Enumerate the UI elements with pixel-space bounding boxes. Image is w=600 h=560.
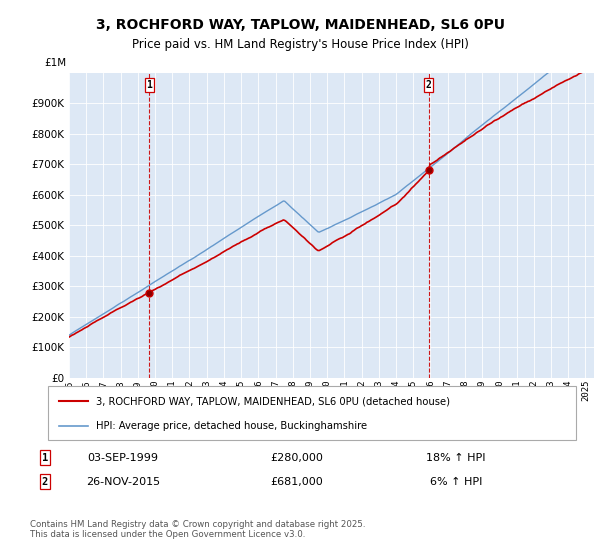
Text: 18% ↑ HPI: 18% ↑ HPI: [426, 452, 486, 463]
Text: 3, ROCHFORD WAY, TAPLOW, MAIDENHEAD, SL6 0PU (detached house): 3, ROCHFORD WAY, TAPLOW, MAIDENHEAD, SL6…: [95, 396, 449, 407]
FancyBboxPatch shape: [48, 386, 576, 440]
Text: HPI: Average price, detached house, Buckinghamshire: HPI: Average price, detached house, Buck…: [95, 421, 367, 431]
Text: 03-SEP-1999: 03-SEP-1999: [88, 452, 158, 463]
Text: 6% ↑ HPI: 6% ↑ HPI: [430, 477, 482, 487]
Text: 3, ROCHFORD WAY, TAPLOW, MAIDENHEAD, SL6 0PU: 3, ROCHFORD WAY, TAPLOW, MAIDENHEAD, SL6…: [95, 18, 505, 32]
Text: 2: 2: [426, 80, 431, 90]
Text: £280,000: £280,000: [271, 452, 323, 463]
Text: £1M: £1M: [44, 58, 67, 68]
Text: 1: 1: [42, 452, 48, 463]
Text: £681,000: £681,000: [271, 477, 323, 487]
Text: 26-NOV-2015: 26-NOV-2015: [86, 477, 160, 487]
Text: 2: 2: [42, 477, 48, 487]
Text: Contains HM Land Registry data © Crown copyright and database right 2025.
This d: Contains HM Land Registry data © Crown c…: [30, 520, 365, 539]
Text: 1: 1: [146, 80, 152, 90]
Text: Price paid vs. HM Land Registry's House Price Index (HPI): Price paid vs. HM Land Registry's House …: [131, 38, 469, 52]
